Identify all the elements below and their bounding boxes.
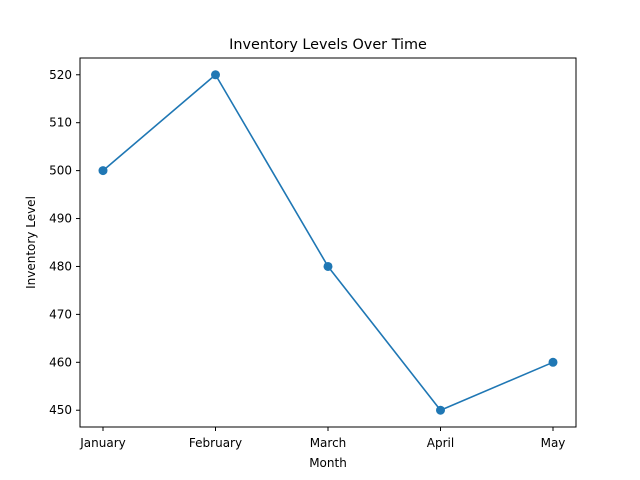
plot-area — [98, 70, 558, 415]
y-tick-label: 470 — [49, 307, 72, 321]
y-axis: 450 460 470 480 490 500 510 520 — [49, 68, 80, 417]
y-tick-label: 510 — [49, 116, 72, 130]
chart-title: Inventory Levels Over Time — [229, 37, 427, 53]
y-tick-label: 450 — [49, 403, 72, 417]
data-point-january — [98, 166, 108, 176]
data-point-may — [548, 357, 558, 367]
x-tick-label: April — [427, 436, 454, 450]
x-tick-label: January — [79, 436, 126, 450]
x-tick-label: February — [189, 436, 242, 450]
x-axis-label: Month — [309, 456, 347, 470]
data-point-april — [436, 405, 445, 415]
y-tick-label: 520 — [49, 68, 72, 82]
data-point-march — [323, 261, 333, 271]
x-tick-label: May — [541, 436, 566, 450]
data-point-february — [211, 70, 220, 80]
x-tick-label: March — [310, 436, 347, 450]
y-axis-label: Inventory Level — [24, 196, 38, 289]
y-tick-label: 490 — [49, 212, 72, 226]
y-tick-label: 480 — [49, 259, 72, 273]
y-tick-label: 500 — [49, 164, 72, 178]
y-tick-label: 460 — [49, 355, 72, 369]
x-axis: January February March April May — [79, 427, 565, 450]
